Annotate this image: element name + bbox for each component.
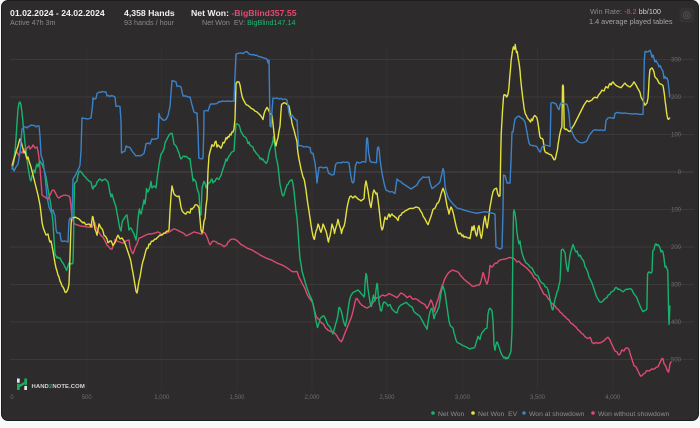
svg-text:3,000: 3,000 — [455, 395, 471, 401]
svg-text:Net Won: Net Won — [438, 411, 465, 418]
svg-text:Won at showdown: Won at showdown — [529, 411, 585, 418]
svg-text:200: 200 — [671, 245, 682, 251]
svg-text:100: 100 — [671, 133, 682, 139]
svg-text:1,000: 1,000 — [154, 395, 170, 401]
svg-text:Net Won EV: Net Won EV — [478, 411, 518, 418]
svg-text:500: 500 — [671, 358, 682, 364]
svg-text:400: 400 — [671, 320, 682, 326]
svg-text:300: 300 — [671, 58, 682, 64]
svg-text:100: 100 — [671, 208, 682, 214]
svg-text:0: 0 — [10, 395, 14, 401]
svg-text:3,500: 3,500 — [530, 395, 546, 401]
svg-text:Won without showdown: Won without showdown — [598, 411, 670, 418]
svg-text:1,500: 1,500 — [229, 395, 245, 401]
svg-text:HAND2NOTE.COM: HAND2NOTE.COM — [32, 384, 85, 390]
svg-text:2,000: 2,000 — [304, 395, 320, 401]
svg-text:0: 0 — [678, 170, 682, 176]
svg-text:300: 300 — [671, 283, 682, 289]
svg-text:500: 500 — [82, 395, 93, 401]
svg-text:2,500: 2,500 — [379, 395, 395, 401]
svg-text:200: 200 — [671, 95, 682, 101]
svg-text:4,000: 4,000 — [605, 395, 621, 401]
